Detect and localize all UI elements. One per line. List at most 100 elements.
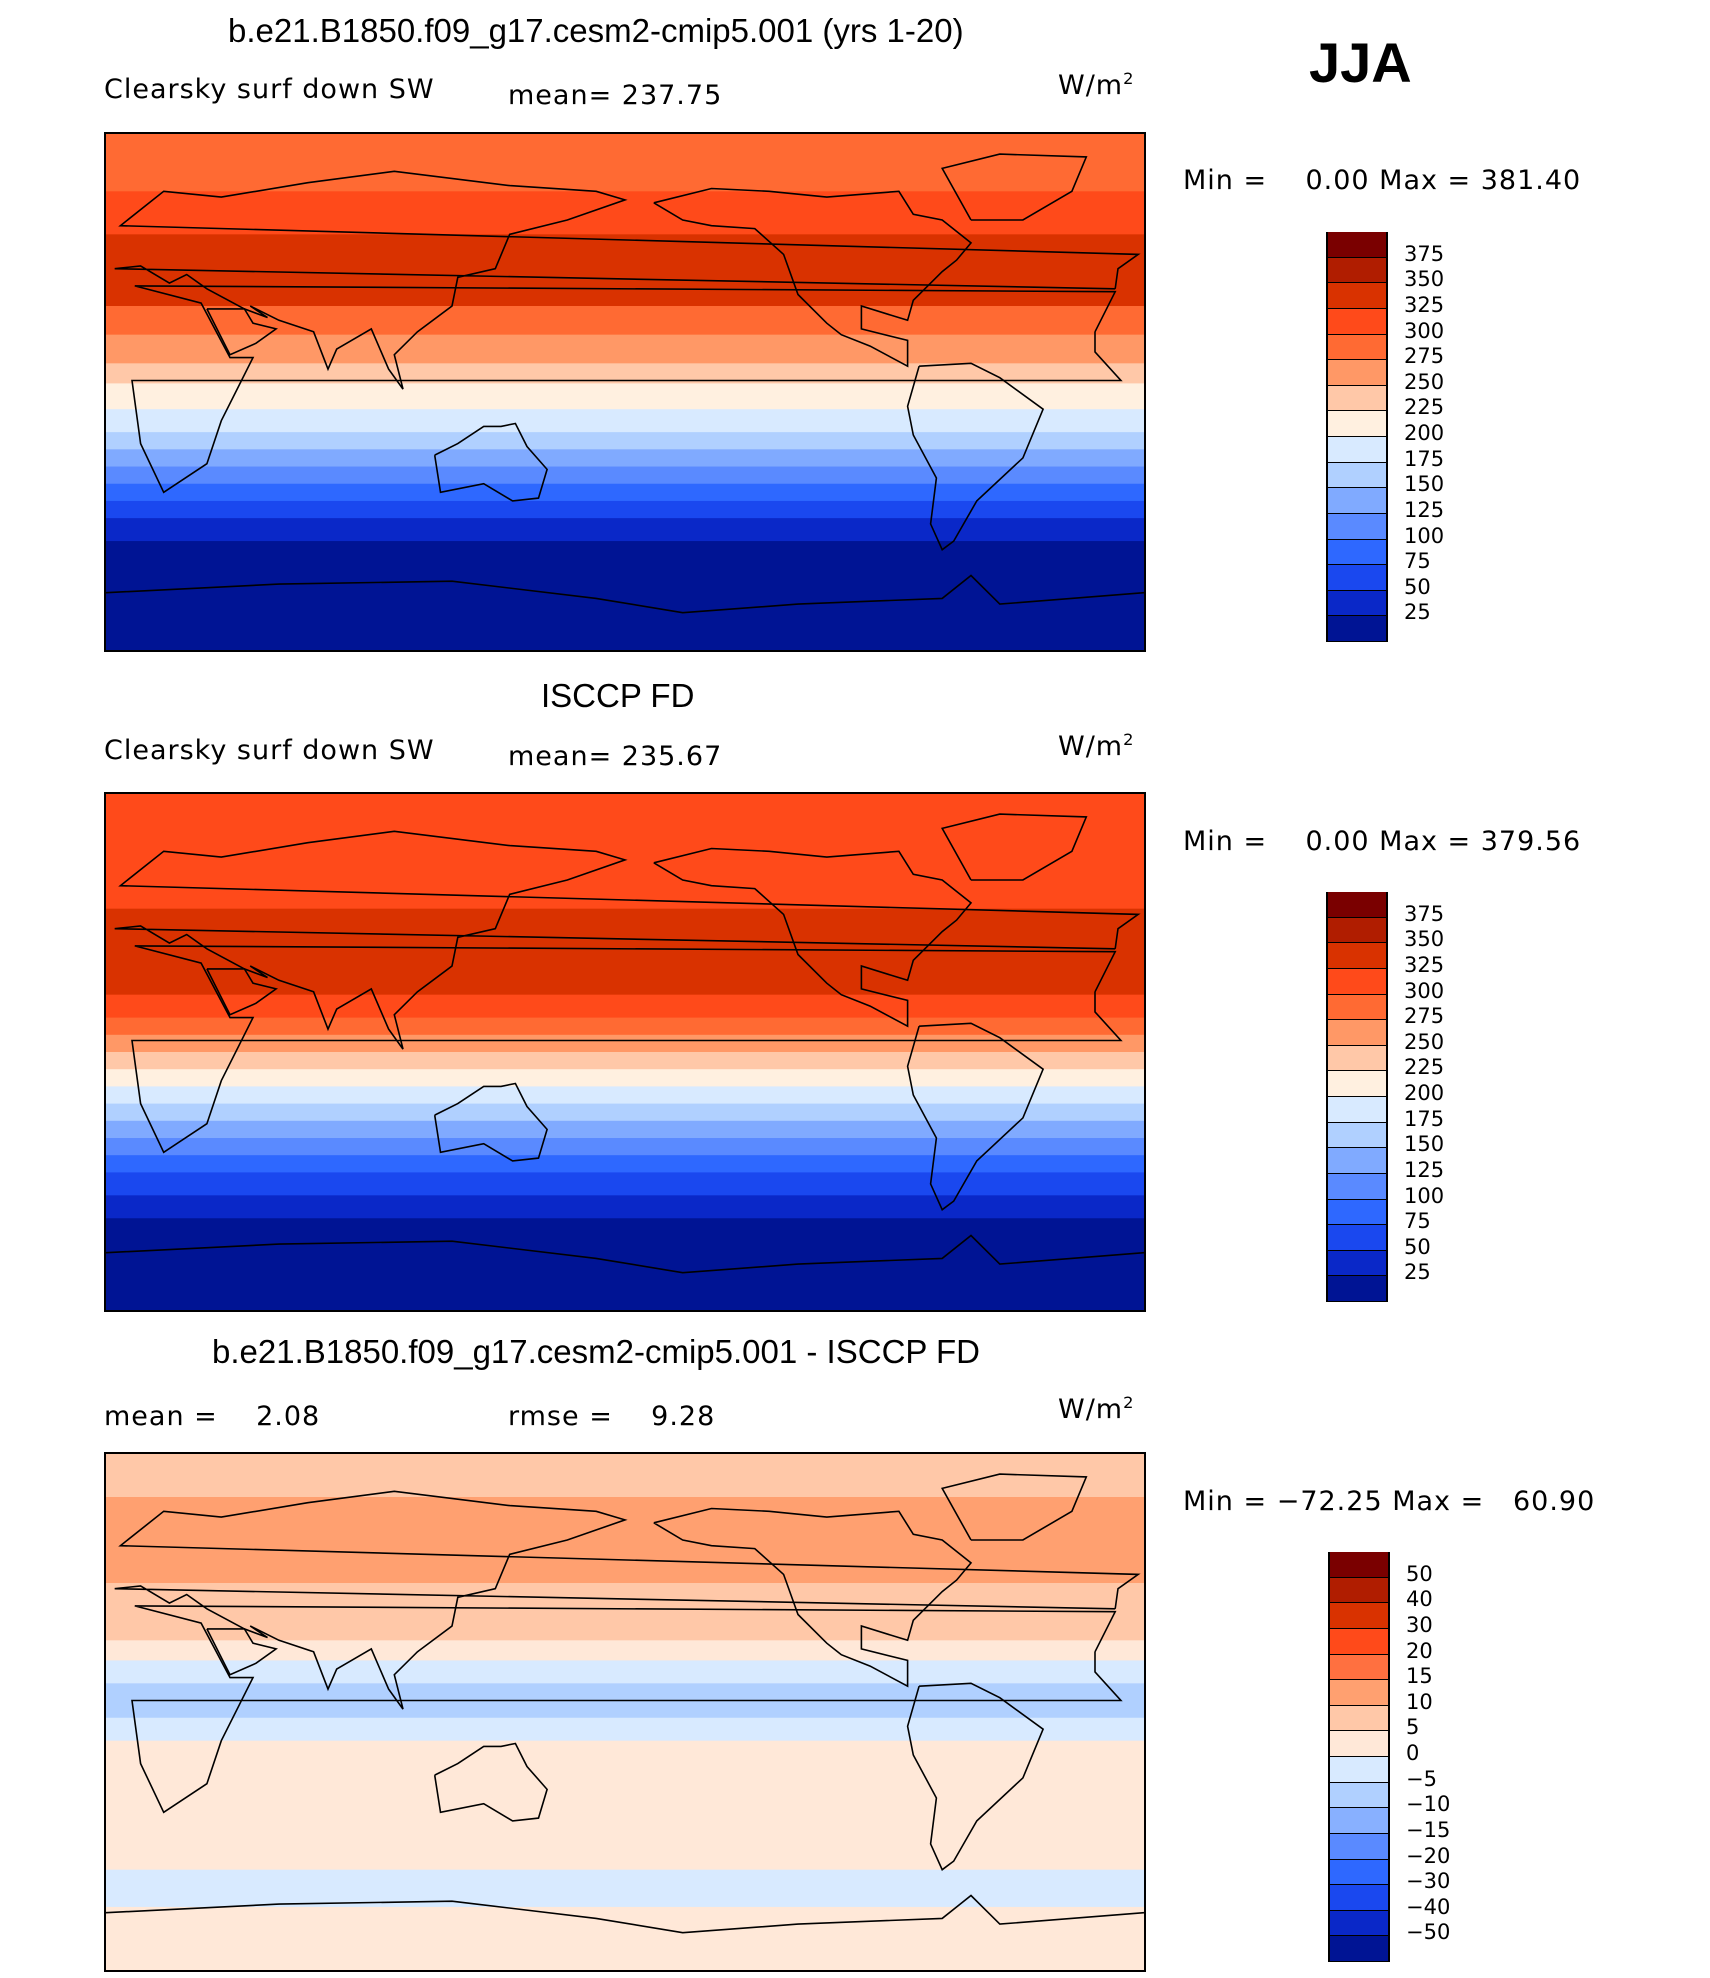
coastline xyxy=(131,945,1123,1154)
season-label: JJA xyxy=(1309,31,1412,94)
colorbar-tick-label: 10 xyxy=(1406,1689,1433,1714)
colorbar-tick-label: −40 xyxy=(1406,1894,1451,1919)
colorbar-tick-label: 100 xyxy=(1404,1183,1445,1208)
panel3-title: b.e21.B1850.f09_g17.cesm2-cmip5.001 - IS… xyxy=(212,1333,980,1370)
map-svg xyxy=(106,134,1144,650)
colorbar-tick-label: 175 xyxy=(1404,446,1445,471)
coastline xyxy=(940,813,1088,881)
colorbar-cell xyxy=(1328,943,1386,969)
colorbar-tick-label: −15 xyxy=(1406,1817,1451,1842)
map-band xyxy=(106,500,1144,520)
coastline xyxy=(106,1894,1144,1934)
colorbar-cell xyxy=(1330,1833,1388,1860)
map-band xyxy=(106,1120,1144,1139)
panel1-mean-label: mean= 237.75 xyxy=(508,80,723,111)
panel1-map xyxy=(104,132,1146,652)
colorbar-tick-label: 125 xyxy=(1404,497,1445,522)
colorbar-tick-label: 0 xyxy=(1406,1741,1420,1765)
panel3-colorbar xyxy=(1328,1552,1390,1962)
colorbar-cell xyxy=(1330,1859,1388,1886)
colorbar-cell xyxy=(1328,385,1386,412)
colorbar-cell xyxy=(1328,513,1386,540)
colorbar-tick-label: 150 xyxy=(1404,472,1445,497)
colorbar-cell xyxy=(1328,565,1386,591)
panel1-units: W/m2 xyxy=(1058,69,1135,101)
colorbar-cell xyxy=(1328,616,1386,642)
colorbar-cell xyxy=(1330,1680,1388,1706)
colorbar-tick-label: 350 xyxy=(1404,927,1445,952)
panel1-colorbar xyxy=(1326,232,1388,642)
colorbar-cell xyxy=(1330,1577,1388,1604)
colorbar-cell xyxy=(1330,1552,1388,1578)
colorbar-cell xyxy=(1328,590,1386,617)
colorbar-tick-label: 50 xyxy=(1406,1561,1433,1586)
colorbar-tick-label: 375 xyxy=(1404,241,1445,266)
colorbar-tick-label: 5 xyxy=(1406,1715,1420,1740)
panel3-mean-label: mean = 2.08 xyxy=(104,1401,321,1432)
colorbar-tick-label: 15 xyxy=(1406,1664,1433,1689)
colorbar-tick-label: 350 xyxy=(1404,267,1445,292)
map-band xyxy=(106,191,1144,236)
colorbar-cell xyxy=(1330,1782,1388,1809)
colorbar-tick-label: 25 xyxy=(1404,1260,1431,1285)
panel2-units: W/m2 xyxy=(1058,730,1135,762)
colorbar-cell xyxy=(1328,892,1386,918)
map-band xyxy=(106,1086,1144,1105)
colorbar-tick-label: 375 xyxy=(1404,901,1445,926)
colorbar-cell xyxy=(1330,1910,1388,1937)
colorbar-cell xyxy=(1328,1020,1386,1046)
colorbar-cell xyxy=(1330,1885,1388,1911)
colorbar-tick-label: 25 xyxy=(1404,600,1431,625)
map-band xyxy=(106,908,1144,996)
coastline xyxy=(114,170,1141,390)
map-band xyxy=(106,1640,1144,1662)
panel1-title: b.e21.B1850.f09_g17.cesm2-cmip5.001 (yrs… xyxy=(228,12,964,49)
map-band xyxy=(106,363,1144,385)
map-band xyxy=(106,1906,1144,1970)
map-band xyxy=(106,449,1144,468)
panel2-variable-label: Clearsky surf down SW xyxy=(104,735,435,766)
coastline xyxy=(106,574,1144,614)
colorbar-cell xyxy=(1330,1731,1388,1757)
colorbar-tick-label: −5 xyxy=(1406,1766,1437,1791)
map-band xyxy=(106,432,1144,451)
colorbar-cell xyxy=(1328,334,1386,361)
coastline xyxy=(433,1082,548,1162)
panel1-min-max: Min = 0.00 Max = 381.40 xyxy=(1183,165,1582,196)
map-band xyxy=(106,483,1144,502)
map-band xyxy=(106,541,1144,650)
coastline xyxy=(653,187,973,368)
colorbar-cell xyxy=(1328,1225,1386,1251)
map-band xyxy=(106,466,1144,485)
colorbar-cell xyxy=(1330,1705,1388,1732)
panel2-title: ISCCP FD xyxy=(541,677,695,714)
colorbar-cell xyxy=(1330,1936,1388,1962)
colorbar-tick-label: 75 xyxy=(1404,549,1431,574)
colorbar-cell xyxy=(1328,917,1386,944)
colorbar-tick-label: 50 xyxy=(1404,1234,1431,1259)
colorbar-tick-label: 225 xyxy=(1404,395,1445,420)
map-band xyxy=(106,1195,1144,1220)
colorbar-tick-label: 150 xyxy=(1404,1132,1445,1157)
map-svg xyxy=(106,1454,1144,1970)
colorbar-tick-label: −20 xyxy=(1406,1843,1451,1868)
panel3-map xyxy=(104,1452,1146,1972)
colorbar-cell xyxy=(1330,1757,1388,1783)
map-band xyxy=(106,1660,1144,1685)
panel2-min-max: Min = 0.00 Max = 379.56 xyxy=(1183,826,1582,857)
colorbar-tick-label: 30 xyxy=(1406,1612,1433,1637)
map-band xyxy=(106,1869,1144,1908)
coastline xyxy=(131,1605,1123,1814)
map-band xyxy=(106,306,1144,336)
colorbar-cell xyxy=(1330,1808,1388,1834)
coastline xyxy=(906,1022,1045,1211)
colorbar-cell xyxy=(1330,1603,1388,1629)
colorbar-cell xyxy=(1328,232,1386,258)
map-band xyxy=(106,794,1144,867)
colorbar-tick-label: 250 xyxy=(1404,1029,1445,1054)
colorbar-tick-label: 250 xyxy=(1404,369,1445,394)
colorbar-tick-label: 275 xyxy=(1404,1004,1445,1029)
colorbar-cell xyxy=(1328,1148,1386,1174)
colorbar-tick-label: 75 xyxy=(1404,1209,1431,1234)
coastline xyxy=(653,1507,973,1688)
